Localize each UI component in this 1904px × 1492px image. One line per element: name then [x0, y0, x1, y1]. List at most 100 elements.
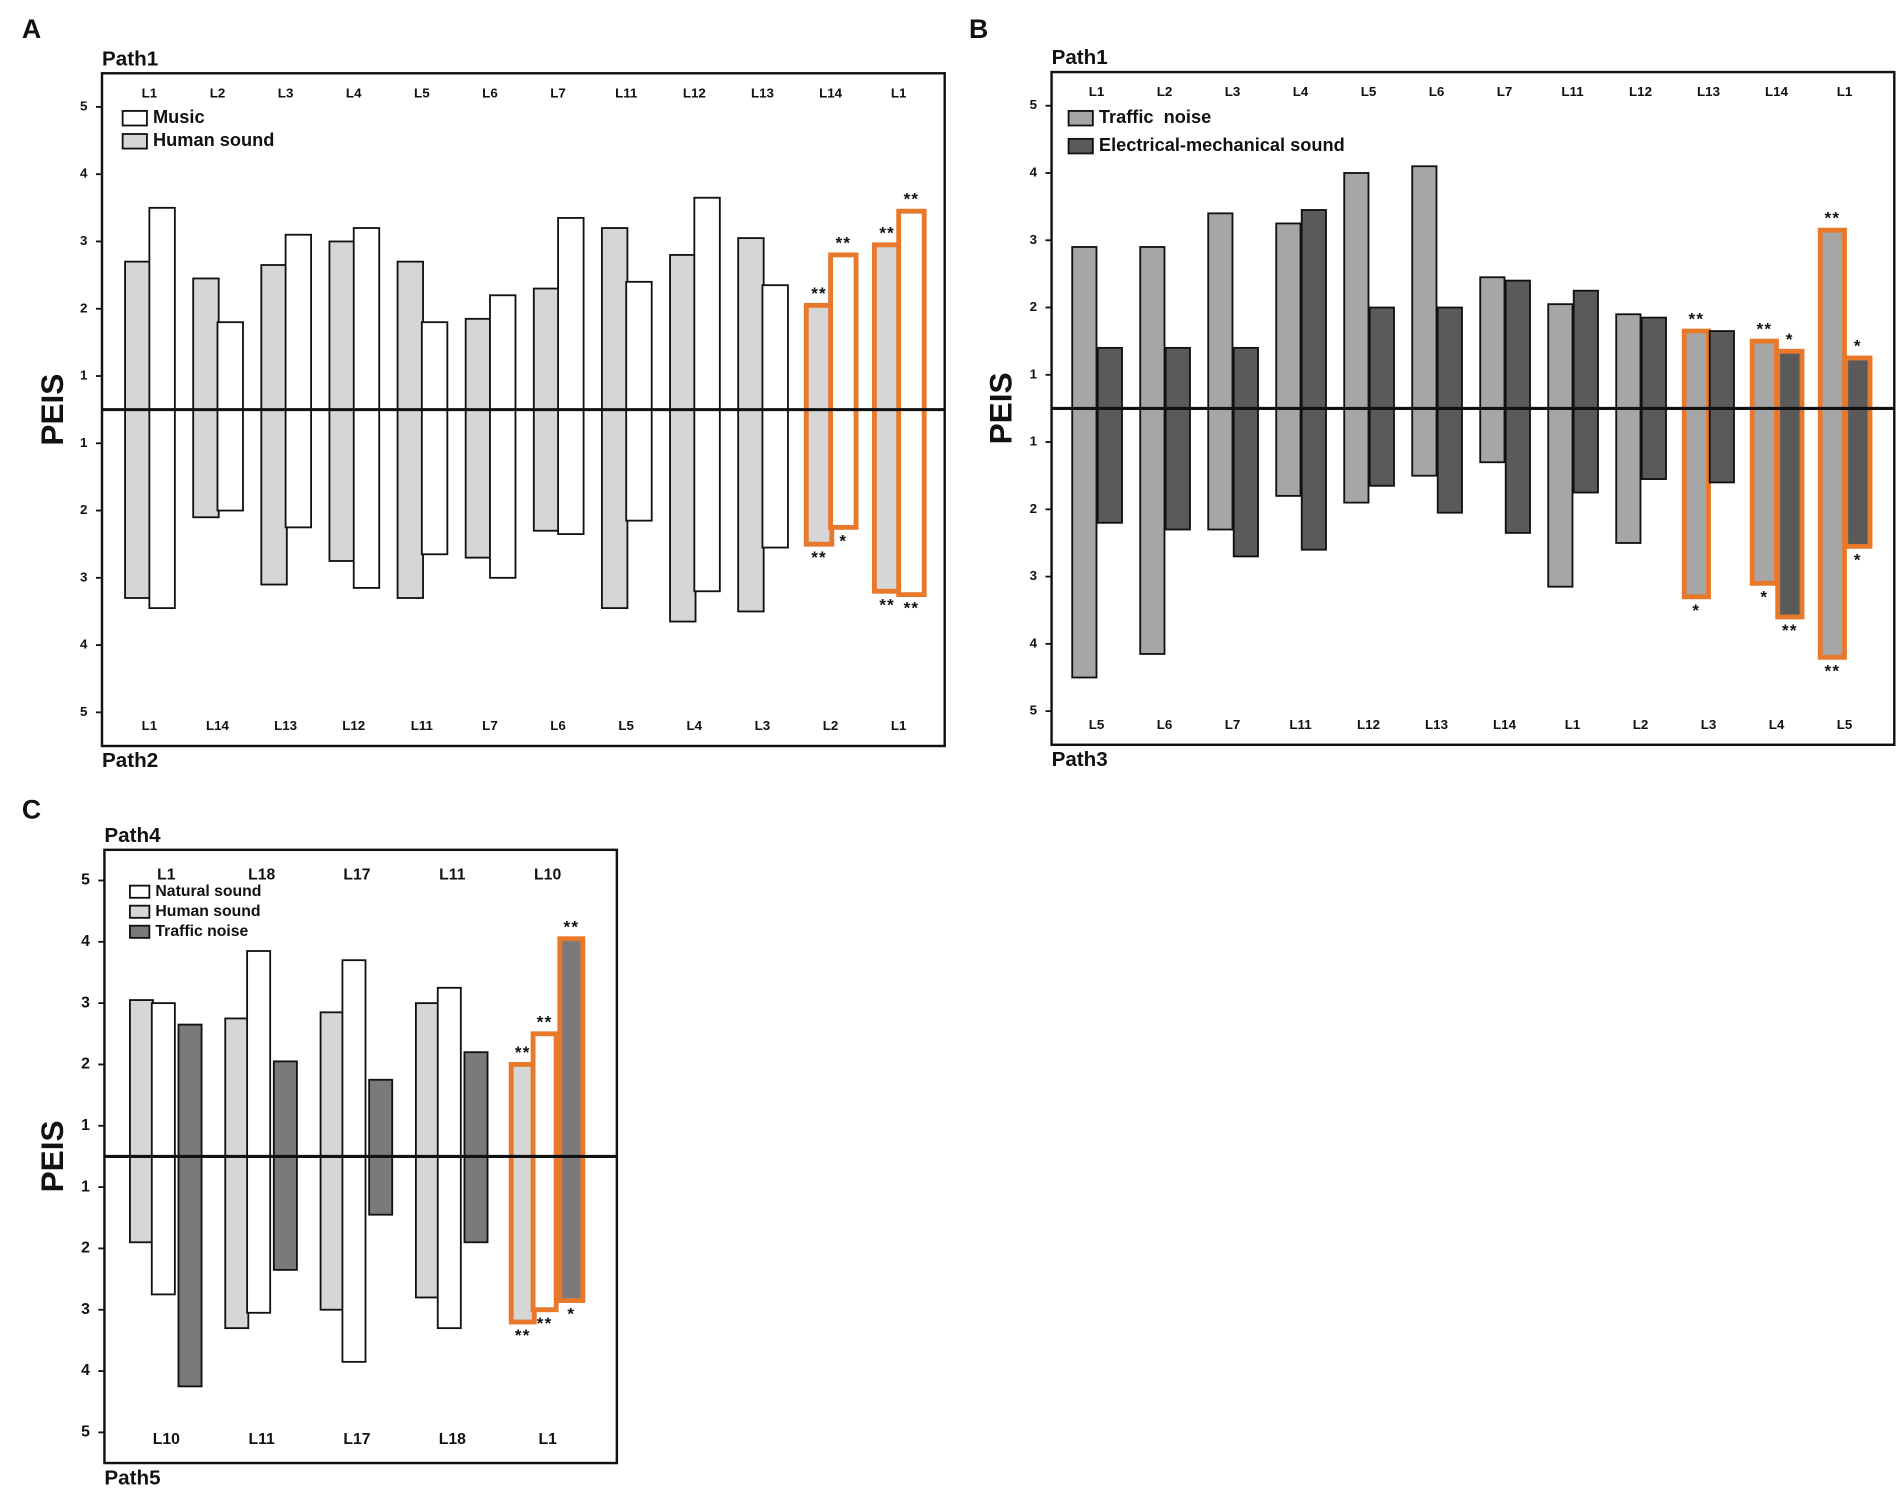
range-bar	[1708, 330, 1735, 484]
range-bar	[150, 1002, 176, 1296]
y-tick-label: 5	[80, 704, 88, 719]
top-category-label: L11	[1561, 84, 1584, 99]
y-axis-label: PEIS	[34, 374, 70, 446]
top-path-label: Path4	[104, 824, 161, 847]
range-bar	[601, 227, 629, 610]
significance-label: **	[1782, 621, 1798, 640]
range-bar	[129, 999, 154, 1244]
legend-swatch	[129, 924, 151, 939]
panel-letter: C	[22, 795, 41, 825]
range-bar	[319, 1011, 345, 1311]
significance-label: **	[811, 548, 827, 567]
top-category-label: L12	[683, 85, 706, 100]
range-bar	[669, 254, 697, 623]
range-bar	[148, 206, 176, 610]
legend-label: Music	[153, 107, 205, 127]
bottom-category-label: L18	[439, 1431, 466, 1448]
range-bar	[272, 1060, 298, 1271]
top-category-label: L4	[346, 85, 362, 100]
significance-label: *	[1692, 601, 1700, 620]
significance-label: **	[537, 1012, 553, 1031]
top-category-label: L14	[1765, 84, 1789, 99]
bottom-category-label: L5	[1837, 717, 1853, 732]
range-bar	[1232, 346, 1259, 558]
significance-label: **	[904, 190, 920, 209]
significance-label: **	[1825, 661, 1841, 680]
range-bar	[464, 317, 493, 559]
bottom-category-label: L7	[482, 718, 498, 733]
range-bar	[368, 1078, 394, 1216]
range-bar	[1368, 306, 1395, 487]
significance-label: **	[835, 233, 851, 252]
y-tick-label: 1	[80, 368, 88, 383]
y-tick-label: 3	[1030, 232, 1037, 247]
significance-label: **	[537, 1314, 553, 1333]
range-bar	[328, 240, 356, 562]
range-bar	[1275, 222, 1302, 497]
range-bar	[1436, 306, 1463, 514]
significance-label: **	[515, 1043, 531, 1062]
range-bar	[557, 217, 585, 536]
range-bar	[1640, 316, 1667, 480]
range-bar	[1207, 212, 1234, 531]
range-bar	[414, 1002, 440, 1299]
range-bar	[246, 950, 272, 1314]
significance-label: **	[1757, 320, 1773, 339]
top-category-label: L11	[615, 85, 638, 100]
range-bar	[224, 1017, 250, 1330]
y-tick-label: 4	[80, 166, 88, 181]
top-category-label: L5	[1361, 84, 1377, 99]
y-tick-label: 4	[1030, 635, 1038, 650]
legend-swatch	[1067, 110, 1094, 127]
bottom-category-label: L14	[1493, 717, 1517, 732]
range-bar	[761, 284, 789, 549]
y-tick-label: 3	[81, 994, 90, 1011]
legend-label: Human sound	[155, 903, 260, 920]
range-bar	[489, 294, 517, 579]
top-path-label: Path1	[102, 47, 158, 70]
significance-label: **	[811, 284, 827, 303]
y-tick-label: 4	[81, 933, 90, 950]
range-bar	[1615, 313, 1642, 544]
legend-label: Electrical-mechanical sound	[1099, 135, 1345, 155]
top-category-label: L14	[819, 85, 843, 100]
y-axis-label: PEIS	[982, 372, 1018, 444]
y-tick-label: 1	[1030, 366, 1038, 381]
significance-label: **	[563, 917, 579, 936]
range-bar	[693, 196, 721, 593]
bottom-category-label: L11	[1289, 717, 1312, 732]
bottom-category-label: L14	[206, 718, 230, 733]
significance-label: *	[1760, 587, 1768, 606]
bottom-category-label: L3	[755, 718, 771, 733]
range-bar	[352, 227, 381, 589]
top-category-label: L2	[210, 85, 226, 100]
y-tick-label: 4	[80, 637, 88, 652]
range-bar	[396, 260, 424, 599]
bottom-category-label: L1	[1565, 717, 1581, 732]
range-bar	[463, 1051, 489, 1244]
y-tick-label: 3	[80, 233, 87, 248]
significance-label: *	[1786, 330, 1794, 349]
bottom-category-label: L1	[538, 1431, 557, 1448]
top-category-label: L2	[1157, 84, 1173, 99]
significance-label: **	[1825, 209, 1841, 228]
y-tick-label: 3	[80, 569, 87, 584]
significance-label: **	[879, 595, 895, 614]
range-bar	[436, 986, 462, 1330]
bottom-category-label: L5	[1089, 717, 1105, 732]
bottom-path-label: Path5	[104, 1466, 160, 1489]
range-bar	[1843, 355, 1873, 549]
y-tick-label: 1	[81, 1178, 90, 1195]
bottom-category-label: L1	[891, 718, 907, 733]
bottom-category-label: L13	[1425, 717, 1448, 732]
bottom-category-label: L5	[618, 718, 634, 733]
top-category-label: L7	[550, 85, 566, 100]
significance-label: **	[904, 599, 920, 618]
y-tick-label: 5	[81, 1424, 90, 1441]
y-tick-label: 2	[1030, 299, 1037, 314]
significance-label: **	[879, 223, 895, 242]
panel-letter: A	[22, 14, 41, 44]
range-bar	[625, 280, 653, 522]
range-bar	[1817, 227, 1847, 660]
y-tick-label: 2	[1030, 501, 1037, 516]
